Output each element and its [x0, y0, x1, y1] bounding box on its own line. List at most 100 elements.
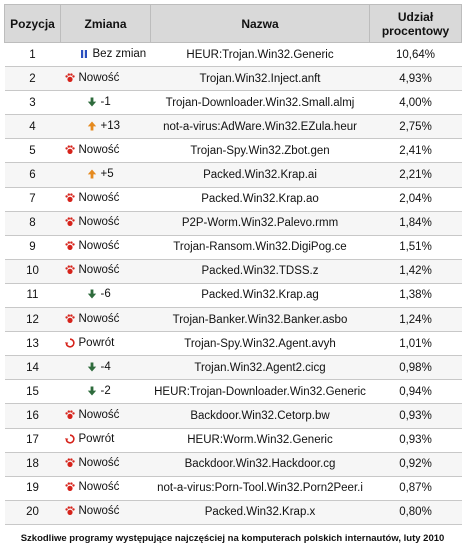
return-icon — [64, 434, 75, 444]
share-cell: 0,92% — [369, 451, 462, 477]
malware-name-cell: Packed.Win32.TDSS.z — [150, 258, 370, 284]
change-cell: Nowość — [60, 186, 151, 212]
change-label: Powrót — [78, 433, 115, 446]
change-label: Powrót — [78, 336, 115, 349]
change-label: Nowość — [78, 481, 120, 494]
share-cell: 10,64% — [369, 41, 462, 68]
change-cell: Nowość — [60, 138, 151, 164]
share-cell: 1,84% — [369, 210, 462, 236]
position-cell: 20 — [4, 499, 61, 525]
share-cell: 4,93% — [369, 66, 462, 92]
change-cell: -4 — [60, 355, 151, 381]
malware-name-cell: Trojan-Spy.Win32.Zbot.gen — [150, 138, 370, 164]
header-name: Nazwa — [150, 4, 370, 43]
header-change: Zmiana — [60, 4, 151, 43]
change-cell: -2 — [60, 379, 151, 405]
down-arrow-icon — [87, 97, 97, 107]
share-cell: 1,51% — [369, 234, 462, 260]
share-cell: 4,00% — [369, 90, 462, 116]
change-cell: -1 — [60, 90, 151, 116]
new-icon — [64, 458, 75, 468]
share-cell: 0,93% — [369, 427, 462, 453]
table-row: 14 -4 Trojan.Win32.Agent2.cicg 0,98% — [4, 355, 462, 381]
change-label: Nowość — [78, 143, 120, 156]
table-row: 8 Nowość P2P-Worm.Win32.Palevo.rmm 1,84% — [4, 210, 462, 236]
new-icon — [64, 506, 75, 516]
position-cell: 18 — [4, 451, 61, 477]
share-cell: 2,41% — [369, 138, 462, 164]
change-cell: -6 — [60, 282, 151, 309]
change-cell: Nowość — [60, 403, 151, 429]
malware-name-cell: Trojan-Spy.Win32.Agent.avyh — [150, 331, 370, 357]
change-label: Nowość — [78, 408, 120, 421]
table-row: 10 Nowość Packed.Win32.TDSS.z 1,42% — [4, 258, 462, 284]
position-cell: 3 — [4, 90, 61, 116]
down-arrow-icon — [87, 362, 97, 372]
change-cell: Nowość — [60, 234, 151, 260]
share-cell: 1,24% — [369, 307, 462, 333]
position-cell: 10 — [4, 258, 61, 284]
share-cell: 2,21% — [369, 162, 462, 188]
table-caption: Szkodliwe programy występujące najczęści… — [20, 532, 445, 544]
ranking-rows: 1 Bez zmian HEUR:Trojan.Win32.Generic 10,64… — [4, 41, 462, 525]
table-row: 7 Nowość Packed.Win32.Krap.ao 2,04% — [4, 186, 462, 212]
share-cell: 1,38% — [369, 282, 462, 309]
share-cell: 2,75% — [369, 114, 462, 140]
malware-name-cell: Packed.Win32.Krap.ag — [150, 282, 370, 309]
share-cell: 0,94% — [369, 379, 462, 405]
change-cell: Bez zmian — [60, 41, 151, 68]
share-cell: 1,01% — [369, 331, 462, 357]
malware-name-cell: HEUR:Trojan.Win32.Generic — [150, 41, 370, 68]
change-label: -2 — [100, 384, 111, 397]
malware-name-cell: Trojan.Win32.Inject.anft — [150, 66, 370, 92]
change-label: -1 — [100, 95, 111, 108]
table-row: 4 +13 not-a-virus:AdWare.Win32.EZula.heur 2… — [4, 114, 462, 140]
position-cell: 12 — [4, 307, 61, 333]
position-cell: 17 — [4, 427, 61, 453]
position-cell: 7 — [4, 186, 61, 212]
down-arrow-icon — [87, 289, 97, 299]
change-cell: Nowość — [60, 210, 151, 236]
header-row: Pozycja Zmiana Nazwa Udział procentowy — [4, 4, 462, 43]
malware-name-cell: Trojan-Downloader.Win32.Small.almj — [150, 90, 370, 116]
change-cell: +5 — [60, 162, 151, 188]
share-cell: 1,42% — [369, 258, 462, 284]
malware-name-cell: HEUR:Trojan-Downloader.Win32.Generic — [150, 379, 370, 405]
down-arrow-icon — [87, 386, 97, 396]
change-cell: Nowość — [60, 307, 151, 333]
malware-name-cell: not-a-virus:AdWare.Win32.EZula.heur — [150, 114, 370, 140]
change-label: Nowość — [78, 240, 120, 253]
table-row: 13 Powrót Trojan-Spy.Win32.Agent.avyh 1,01% — [4, 331, 462, 357]
table-row: 3 -1 Trojan-Downloader.Win32.Small.almj 4,0… — [4, 90, 462, 116]
table-row: 2 Nowość Trojan.Win32.Inject.anft 4,93% — [4, 66, 462, 92]
share-cell: 0,93% — [369, 403, 462, 429]
table-row: 9 Nowość Trojan-Ransom.Win32.DigiPog.ce 1,5… — [4, 234, 462, 260]
position-cell: 4 — [4, 114, 61, 140]
change-label: Nowość — [78, 71, 120, 84]
table-row: 11 -6 Packed.Win32.Krap.ag 1,38% — [4, 282, 462, 309]
position-cell: 5 — [4, 138, 61, 164]
change-label: Bez zmian — [92, 47, 147, 60]
table-row: 12 Nowość Trojan-Banker.Win32.Banker.asbo 1… — [4, 307, 462, 333]
change-label: Nowość — [78, 264, 120, 277]
change-cell: Nowość — [60, 258, 151, 284]
change-label: +13 — [100, 119, 121, 132]
change-cell: Nowość — [60, 451, 151, 477]
ranking-table: Pozycja Zmiana Nazwa Udział procentowy 1… — [4, 4, 462, 525]
new-icon — [64, 265, 75, 275]
new-icon — [64, 193, 75, 203]
malware-ranking: Pozycja Zmiana Nazwa Udział procentowy 1… — [4, 4, 462, 544]
table-row: 6 +5 Packed.Win32.Krap.ai 2,21% — [4, 162, 462, 188]
table-row: 18 Nowość Backdoor.Win32.Hackdoor.cg 0,92% — [4, 451, 462, 477]
table-row: 17 Powrót HEUR:Worm.Win32.Generic 0,93% — [4, 427, 462, 453]
malware-name-cell: Packed.Win32.Krap.x — [150, 499, 370, 525]
change-cell: Nowość — [60, 475, 151, 501]
table-row: 16 Nowość Backdoor.Win32.Cetorp.bw 0,93% — [4, 403, 462, 429]
change-label: Nowość — [78, 312, 120, 325]
malware-name-cell: Backdoor.Win32.Cetorp.bw — [150, 403, 370, 429]
header-share-line2: procentowy — [381, 23, 450, 38]
change-label: +5 — [100, 168, 114, 181]
up-arrow-icon — [87, 121, 97, 131]
new-icon — [64, 73, 75, 83]
new-icon — [64, 410, 75, 420]
